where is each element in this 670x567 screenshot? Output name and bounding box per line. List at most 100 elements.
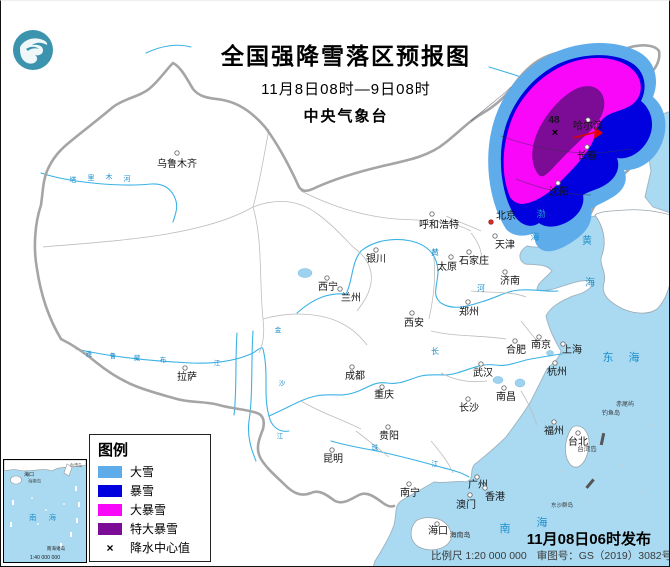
- city-dot: [488, 219, 494, 225]
- taiwan-island: [565, 425, 590, 468]
- sea-label: 海: [629, 350, 640, 364]
- river-label: 珠: [372, 443, 379, 452]
- islands: [410, 209, 669, 551]
- city-label: 成都: [345, 370, 365, 382]
- page-title: 全国强降雪落区预报图: [221, 43, 471, 69]
- city-dot: [585, 117, 591, 123]
- city-label: 武汉: [473, 366, 493, 379]
- city-dot: [182, 365, 188, 371]
- province-borders-northeast: [470, 86, 634, 196]
- city-label: 太原: [437, 260, 457, 273]
- city-dot: [406, 481, 412, 487]
- city-dot: [560, 341, 566, 347]
- river-label: 黄: [431, 247, 439, 257]
- precip-center-symbol: ×: [106, 540, 114, 555]
- province-borders: [42, 128, 542, 474]
- legend-item: 大雪: [98, 462, 210, 481]
- sea-label: 东: [603, 351, 614, 364]
- city-dot: [329, 447, 335, 453]
- city-dot: [349, 364, 355, 370]
- city-dot: [551, 419, 557, 425]
- inset-islands-label: 南海诸岛: [47, 545, 66, 552]
- river-label: 里: [88, 174, 95, 182]
- legend-label: 降水中心值: [130, 541, 191, 555]
- river-label: 木: [106, 172, 113, 181]
- sea-label: 海: [585, 276, 595, 289]
- city-dot: [465, 299, 471, 305]
- city-dot: [575, 430, 581, 436]
- logo-dragon-glyph: [20, 38, 48, 64]
- river-label: 河: [477, 283, 485, 293]
- city-label: 长沙: [459, 402, 479, 414]
- city-label: 台北: [568, 435, 588, 448]
- legend-item: 大暴雪: [98, 500, 210, 519]
- city-label: 南宁: [400, 486, 420, 499]
- issuer-name: 中央气象台: [303, 108, 389, 125]
- legend-label: 暴雪: [130, 484, 155, 498]
- inset-taiwan-label: 台湾岛: [70, 462, 82, 468]
- scale-text: 比例尺 1:20 000 000: [431, 550, 527, 562]
- island-label: 钓鱼岛: [602, 409, 620, 417]
- sea-label: 黄: [582, 234, 592, 247]
- river-label: 鲁: [110, 351, 117, 360]
- korea-peninsula: [594, 209, 669, 314]
- legend-swatch: [98, 484, 122, 497]
- sea-label: 海: [537, 515, 548, 529]
- sea-label: 渤: [536, 208, 545, 219]
- city-dot: [474, 474, 480, 480]
- map-scale-line: 比例尺 1:20 000 000 审图号：GS（2019）3082号: [431, 548, 669, 563]
- city-label: 南京: [531, 338, 551, 351]
- city-label: 乌鲁木齐: [157, 157, 197, 170]
- yellow-east-south-sea: [373, 215, 669, 566]
- city-label: 兰州: [341, 291, 361, 304]
- city-label: 贵阳: [379, 429, 399, 442]
- precip-center-annotation: 48×: [548, 115, 560, 139]
- forecast-time-range: 11月8日08时—9日08时: [261, 81, 431, 98]
- city-dot: [373, 247, 379, 253]
- city-dot: [174, 150, 180, 156]
- precip-center-marker: ×: [552, 127, 558, 139]
- city-label: 杭州: [547, 365, 567, 378]
- city-label: 银川: [366, 252, 386, 265]
- city-dot: [465, 396, 471, 402]
- legend-item: 特大暴雪: [98, 519, 210, 538]
- city-dot: [409, 310, 415, 316]
- inset-nine-dash-line: [10, 486, 80, 548]
- river-label: 江: [214, 359, 221, 367]
- sea-labels: 渤海 黄海东 海南海: [500, 208, 640, 535]
- inset-hainan: [10, 475, 22, 485]
- legend-swatch: [98, 503, 122, 516]
- river-label: 金: [275, 325, 282, 334]
- cma-logo: [13, 30, 53, 70]
- island-label: 海南岛: [450, 530, 471, 539]
- city-dot: [552, 360, 558, 366]
- city-label: 西宁: [318, 280, 338, 293]
- city-dot: [555, 180, 561, 186]
- legend-swatch: [98, 522, 122, 535]
- river-label: 雅: [86, 350, 93, 358]
- sea-label: 南: [500, 522, 511, 535]
- city-label: 石家庄: [459, 254, 489, 267]
- legend-item: 暴雪: [98, 481, 210, 500]
- city-dot: [502, 269, 508, 275]
- city-dot: [512, 338, 518, 344]
- city-dot: [478, 361, 484, 367]
- city-label: 呼和浩特: [419, 219, 459, 231]
- annotation-arrow: [572, 127, 603, 139]
- city-label: 沈阳: [549, 185, 569, 198]
- legend-item-marker: × 降水中心值: [98, 538, 210, 557]
- snowfall-areas: [488, 43, 666, 252]
- lakes: [297, 268, 554, 388]
- river-label: 藏: [134, 353, 141, 362]
- city-dot: [467, 492, 473, 498]
- area-tedabaoxue: [532, 86, 605, 177]
- river-label: 沙: [279, 380, 286, 387]
- city-dot: [482, 485, 488, 491]
- city-dot: [385, 424, 391, 430]
- inset-sea-label: 南 海: [29, 512, 61, 522]
- inset-hainan-label: 海南岛: [28, 478, 42, 485]
